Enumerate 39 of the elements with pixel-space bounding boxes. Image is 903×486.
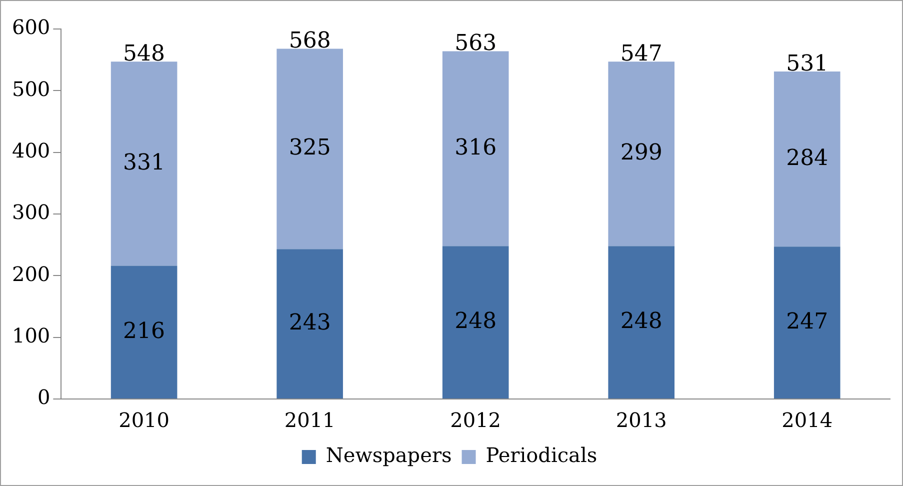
bar	[110, 62, 178, 266]
bar	[276, 48, 343, 250]
total-label: 563	[454, 30, 497, 56]
y-tick-label: 200	[12, 262, 50, 286]
data-label: 316	[454, 135, 497, 160]
legend-label: Periodicals	[486, 443, 598, 468]
data-label: 248	[620, 309, 662, 334]
y-tick-label: 400	[12, 138, 50, 163]
y-tick-label: 600	[12, 15, 50, 40]
legend-label: Newspapers	[326, 443, 452, 468]
y-tick-label: 500	[12, 76, 50, 101]
x-tick-label: 2014	[782, 408, 833, 432]
bar	[774, 246, 840, 398]
data-label: 243	[288, 310, 331, 336]
data-label: 216	[123, 318, 166, 344]
bar	[110, 266, 178, 398]
x-tick-label: 2010	[118, 408, 170, 432]
total-label: 547	[620, 41, 662, 66]
y-tick-label: 300	[12, 200, 50, 224]
x-tick-label: 2012	[450, 408, 502, 432]
bar	[608, 246, 675, 398]
x-tick-label: 2011	[284, 408, 336, 432]
y-tick-label: 0	[37, 385, 50, 410]
data-label: 284	[786, 146, 828, 171]
data-label: 247	[786, 309, 828, 334]
data-label: 331	[123, 150, 166, 176]
total-label: 531	[786, 51, 828, 76]
data-label: 299	[620, 140, 662, 166]
bar	[608, 62, 675, 246]
x-tick-label: 2013	[616, 408, 667, 432]
bar	[442, 51, 509, 246]
total-label: 548	[123, 41, 166, 66]
data-label: 325	[288, 136, 331, 161]
data-label: 248	[454, 309, 497, 334]
bar	[276, 249, 343, 398]
y-tick-label: 100	[12, 324, 50, 348]
bar	[774, 72, 840, 247]
bar	[442, 246, 509, 398]
total-label: 568	[288, 28, 331, 54]
